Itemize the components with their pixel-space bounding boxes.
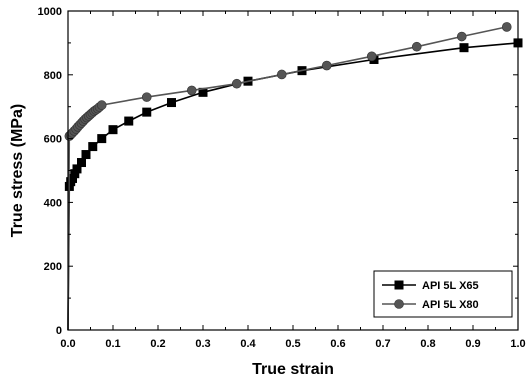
- x-tick-label: 0.8: [420, 338, 435, 350]
- legend: API 5L X65 API 5L X80: [373, 270, 513, 318]
- data-point-23: [276, 69, 287, 80]
- x-tick-label: 0.3: [195, 338, 210, 350]
- data-point-28: [501, 22, 512, 32]
- legend-label: API 5L X65: [422, 280, 479, 292]
- axes: 0.0 0.1 0.2 0.3 0.4 0.5 0.6 0.7 0.8 0.9 1.0 0 200 400…: [38, 6, 526, 350]
- data-point-6: [77, 158, 86, 168]
- y-tick-label: 0: [56, 325, 62, 337]
- y-axis-title: True stress (MPa): [9, 104, 26, 237]
- data-point-25: [366, 51, 377, 62]
- data-point-8: [88, 142, 98, 152]
- x-tick-label: 0.6: [330, 338, 345, 350]
- data-point-22: [231, 78, 242, 89]
- x-tick-label: 0.5: [285, 338, 300, 350]
- y-tick-label: 600: [44, 134, 62, 146]
- data-point-13: [167, 98, 176, 108]
- y-tick-label: 1000: [38, 6, 62, 18]
- data-point-24: [321, 60, 332, 71]
- data-point-26: [411, 41, 422, 52]
- data-point-21: [186, 85, 197, 96]
- x-tick-label: 0.7: [375, 338, 390, 350]
- data-point-19: [96, 100, 107, 110]
- legend-entry: API 5L X65: [382, 280, 479, 292]
- data-point-20: [141, 92, 152, 102]
- x-tick-label: 1.0: [510, 338, 525, 350]
- y-tick-label: 800: [44, 70, 62, 82]
- x-tick-label: 0.0: [60, 338, 75, 350]
- data-point-11: [124, 116, 134, 126]
- x-tick-label: 0.4: [240, 338, 256, 350]
- legend-label: API 5L X80: [422, 299, 479, 311]
- data-point-7: [81, 150, 91, 160]
- data-point-18: [459, 43, 469, 53]
- legend-entry: API 5L X80: [382, 299, 479, 311]
- x-tick-label: 0.1: [105, 338, 120, 350]
- data-point-legend: [394, 299, 404, 309]
- x-axis-title: True strain: [252, 361, 334, 378]
- x-tick-label: 0.2: [150, 338, 165, 350]
- y-tick-label: 200: [44, 261, 62, 273]
- data-point-legend: [394, 280, 404, 290]
- data-point-10: [108, 125, 118, 135]
- data-point-12: [142, 107, 152, 117]
- data-point-9: [97, 134, 107, 144]
- legend-box: [373, 270, 513, 318]
- y-tick-label: 400: [44, 197, 62, 209]
- data-point-27: [456, 31, 467, 42]
- x-tick-label: 0.9: [465, 338, 480, 350]
